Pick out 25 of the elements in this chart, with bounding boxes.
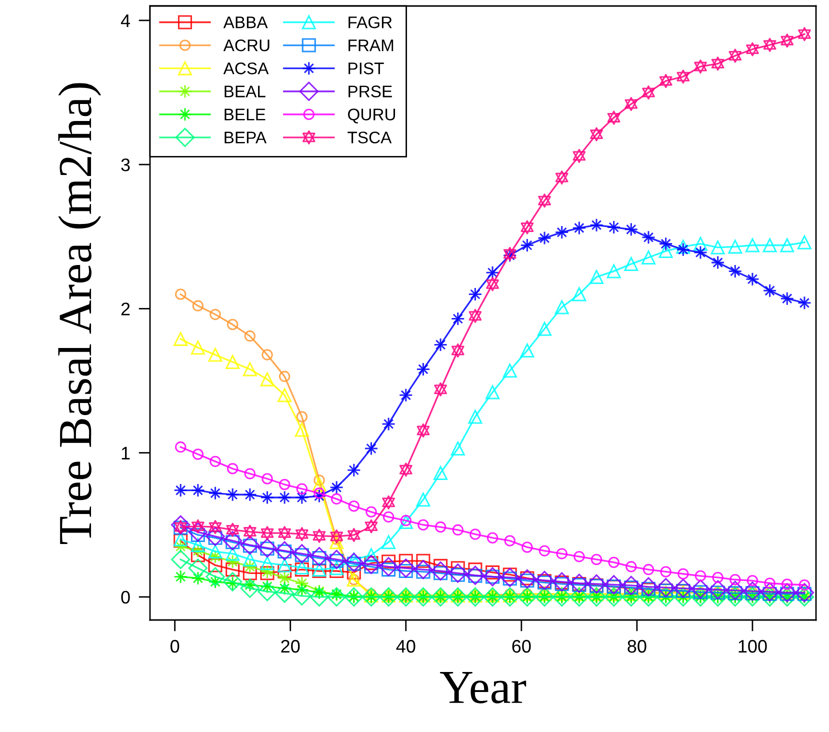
legend-label: TSCA: [348, 132, 392, 144]
legend-label: BEAL: [224, 86, 266, 98]
legend-label: BELE: [224, 108, 266, 120]
legend-label: ACRU: [223, 39, 270, 52]
x-tick-label: 0: [170, 640, 180, 653]
legend-label: PIST: [348, 62, 384, 74]
legend-label: ABBA: [223, 16, 268, 28]
legend-label: FAGR: [348, 16, 392, 28]
y-tick-label: 4: [120, 14, 130, 27]
y-tick-label: 3: [121, 158, 130, 172]
y-tick-label: 0: [121, 590, 130, 604]
legend-label: ACSA: [223, 62, 269, 74]
legend-label: BEPA: [224, 132, 267, 144]
x-tick-label: 40: [396, 640, 416, 653]
x-tick-label: 60: [512, 640, 531, 653]
legend-label: PRSE: [348, 86, 392, 98]
y-axis-title: Tree Basal Area (m2/ha): [58, 83, 102, 544]
y-tick-label: 2: [121, 302, 130, 316]
legend-label: FRAM: [348, 40, 394, 52]
x-tick-label: 80: [628, 640, 646, 653]
x-axis-title: Year: [440, 672, 526, 704]
y-tick-label: 1: [122, 446, 130, 460]
x-tick-label: 20: [281, 640, 300, 653]
legend-label: QURU: [348, 108, 396, 124]
x-tick-label: 100: [738, 640, 767, 653]
